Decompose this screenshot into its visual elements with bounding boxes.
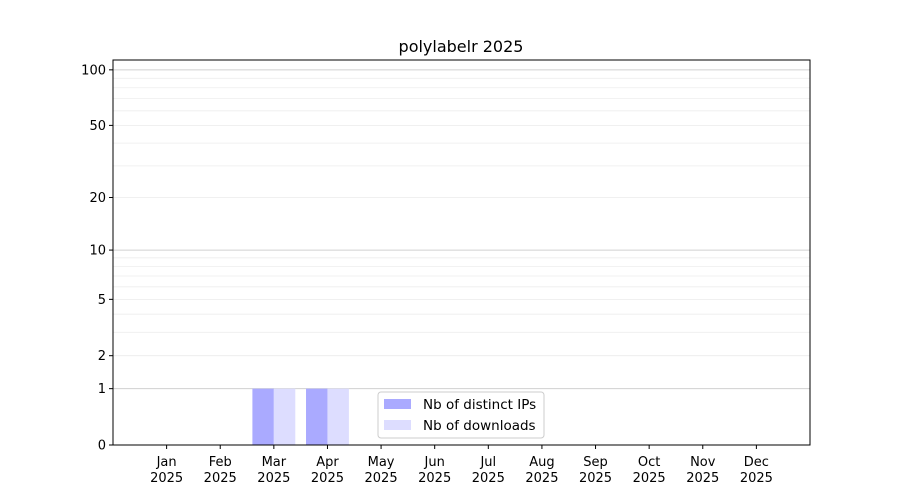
- chart-title: polylabelr 2025: [399, 37, 524, 56]
- x-tick-label: Nov: [690, 455, 716, 470]
- plot-frame: [112, 59, 811, 446]
- x-tick-label-year: 2025: [365, 471, 398, 486]
- x-tick-label: Aug: [529, 455, 554, 470]
- y-tick-label: 1: [98, 382, 106, 397]
- y-tick-label: 100: [81, 63, 106, 78]
- y-axis: 0 1 2 5 10 20 50 100: [81, 63, 113, 454]
- x-tick-label-year: 2025: [472, 471, 505, 486]
- x-tick-label: Jul: [479, 455, 496, 470]
- x-tick-label: Mar: [262, 455, 287, 470]
- bar-distinct-ips: [252, 388, 274, 445]
- legend-label-downloads: Nb of downloads: [423, 418, 536, 434]
- x-tick-label-year: 2025: [633, 471, 666, 486]
- x-tick-label: Apr: [316, 455, 339, 470]
- y-tick-label: 2: [98, 349, 106, 364]
- legend-swatch-downloads: [384, 420, 411, 430]
- x-tick-label: Dec: [744, 455, 769, 470]
- y-tick-label: 10: [89, 244, 106, 259]
- grid: [113, 69, 810, 390]
- x-tick-label-year: 2025: [418, 471, 451, 486]
- x-tick-label-year: 2025: [740, 471, 773, 486]
- x-tick-label: Jan: [156, 455, 177, 470]
- x-tick-label: Feb: [209, 455, 232, 470]
- x-tick-label: May: [368, 455, 395, 470]
- bar-distinct-ips: [306, 388, 328, 445]
- x-tick-label: Jun: [424, 455, 445, 470]
- bars: [252, 388, 349, 445]
- x-tick-label-year: 2025: [150, 471, 183, 486]
- x-tick-label-year: 2025: [579, 471, 612, 486]
- x-tick-label: Oct: [638, 455, 660, 470]
- y-tick-label: 50: [89, 119, 106, 134]
- y-tick-label: 5: [98, 293, 106, 308]
- y-tick-label: 0: [98, 439, 106, 454]
- legend-label-ips: Nb of distinct IPs: [423, 397, 536, 413]
- y-tick-label: 20: [89, 191, 106, 206]
- legend-swatch-ips: [384, 399, 411, 409]
- legend-box: [377, 391, 545, 439]
- x-tick-label-year: 2025: [204, 471, 237, 486]
- x-tick-label-year: 2025: [311, 471, 344, 486]
- x-axis: Jan2025Feb2025Mar2025Apr2025May2025Jun20…: [150, 445, 773, 486]
- x-tick-label: Sep: [583, 455, 608, 470]
- bar-downloads: [273, 388, 296, 445]
- legend: Nb of distinct IPs Nb of downloads: [377, 391, 545, 439]
- x-tick-label-year: 2025: [686, 471, 719, 486]
- bar-downloads: [327, 388, 349, 445]
- x-tick-label-year: 2025: [257, 471, 290, 486]
- x-tick-label-year: 2025: [525, 471, 558, 486]
